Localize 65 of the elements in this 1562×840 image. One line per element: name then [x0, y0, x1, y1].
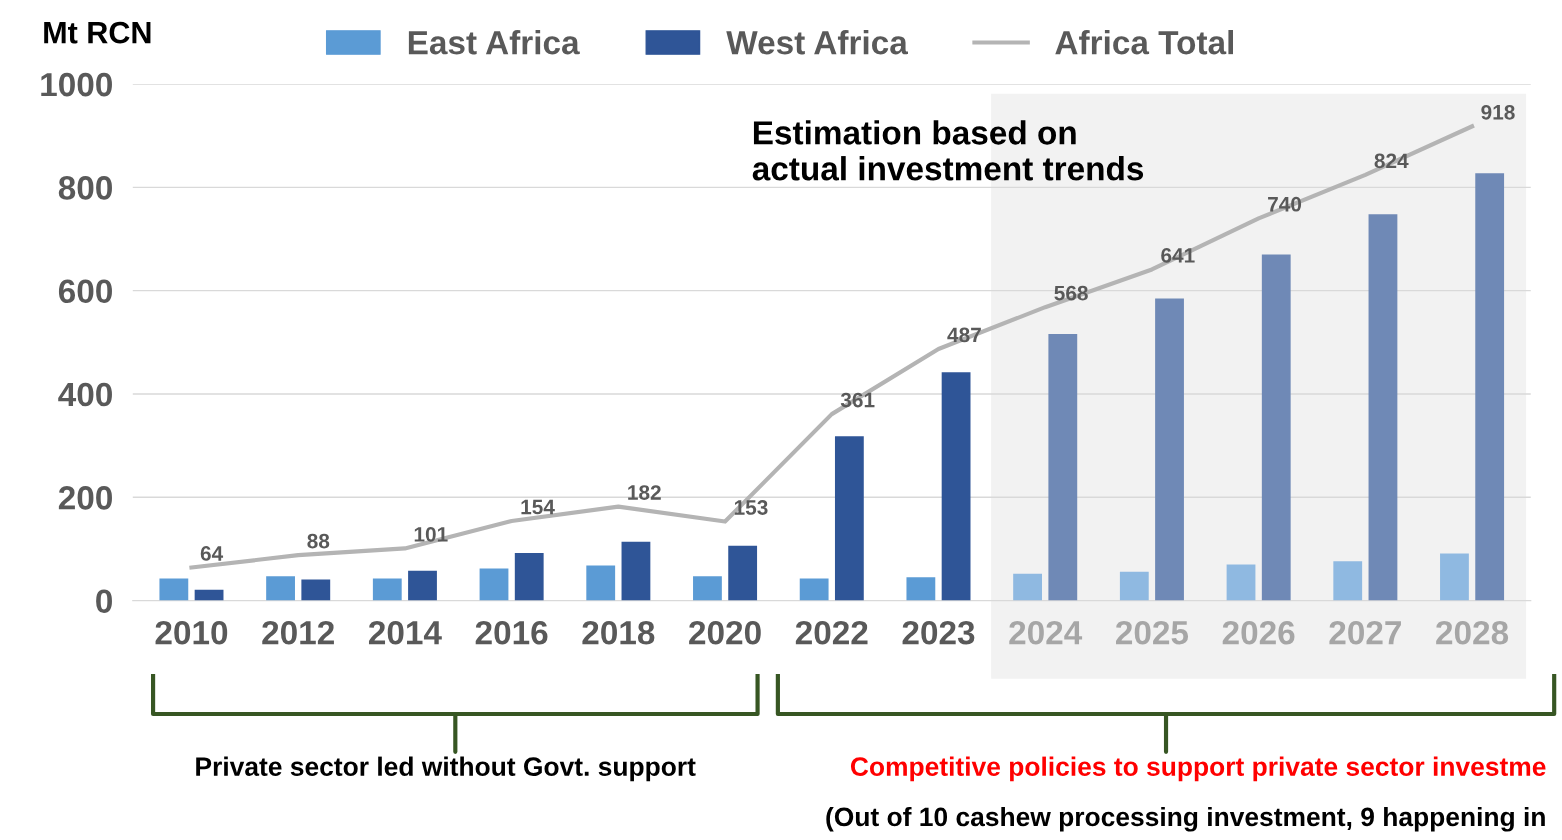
bar	[1155, 298, 1184, 601]
data-label: 918	[1481, 104, 1515, 120]
x-tick-label: 2014	[368, 620, 442, 645]
bar	[1440, 553, 1469, 601]
text: (Out of 10 cashew processing investment, 9 happening in	[826, 806, 1545, 832]
text: Competitive policies to support private sector investme	[850, 756, 1546, 782]
bar	[586, 565, 616, 601]
data-label: 101	[414, 526, 448, 542]
bar	[941, 372, 971, 601]
x-tick-label: 2018	[582, 620, 655, 645]
bar	[514, 553, 544, 601]
bar	[1013, 573, 1042, 601]
bar	[621, 541, 651, 601]
bar	[728, 545, 758, 601]
data-label: 824	[1374, 153, 1409, 169]
bar	[1261, 254, 1291, 601]
x-tick-label: 2027	[1329, 620, 1401, 645]
y-tick-label: 800	[58, 176, 112, 200]
x-tick-label: 2012	[262, 620, 334, 645]
bar	[372, 578, 402, 601]
x-tick-label: 2025	[1116, 620, 1189, 645]
x-tick-label: 2023	[902, 620, 975, 645]
data-label: 88	[307, 533, 330, 549]
y-tick-label: 400	[58, 382, 112, 407]
x-tick-label: 2010	[155, 620, 228, 645]
bar	[159, 578, 189, 601]
data-label: 64	[200, 546, 224, 561]
data-label: 153	[734, 500, 768, 515]
data-label: 487	[947, 327, 981, 343]
bar	[479, 568, 509, 601]
data-label: 361	[840, 392, 875, 408]
y-tick-label: 1000	[41, 72, 112, 97]
text: Private sector led without Govt. support	[196, 756, 696, 782]
bar	[1475, 173, 1505, 601]
bar	[693, 576, 722, 601]
x-tick-label: 2022	[795, 620, 868, 645]
data-label: 740	[1268, 196, 1302, 212]
bar	[301, 579, 331, 601]
legend-label: Africa Total	[1055, 30, 1233, 55]
bar	[1226, 564, 1256, 601]
bar	[1368, 214, 1398, 601]
y-axis-title: Mt RCN	[44, 21, 151, 44]
bar	[834, 436, 864, 601]
x-tick-label: 2024	[1009, 620, 1083, 645]
bar	[906, 577, 936, 601]
y-tick-label: 200	[58, 486, 112, 510]
data-label: 641	[1161, 248, 1195, 263]
x-tick-label: 2026	[1222, 620, 1295, 645]
bar	[1048, 334, 1078, 601]
bar	[1333, 561, 1363, 601]
band-label: Estimation based on actual investment trends	[752, 120, 1144, 181]
data-label: 182	[628, 485, 661, 500]
x-tick-label: 2020	[689, 620, 761, 645]
legend-label: East Africa	[408, 30, 580, 55]
y-tick-label: 0	[96, 589, 112, 614]
bar	[1119, 571, 1149, 601]
x-tick-label: 2028	[1436, 620, 1509, 645]
bar	[266, 576, 295, 601]
x-tick-label: 2016	[475, 620, 548, 645]
data-label: 568	[1054, 285, 1088, 301]
bar	[799, 578, 829, 601]
data-label: 154	[521, 499, 555, 515]
legend-label: West Africa	[726, 30, 908, 55]
bar	[408, 570, 437, 601]
y-tick-label: 600	[58, 279, 112, 304]
